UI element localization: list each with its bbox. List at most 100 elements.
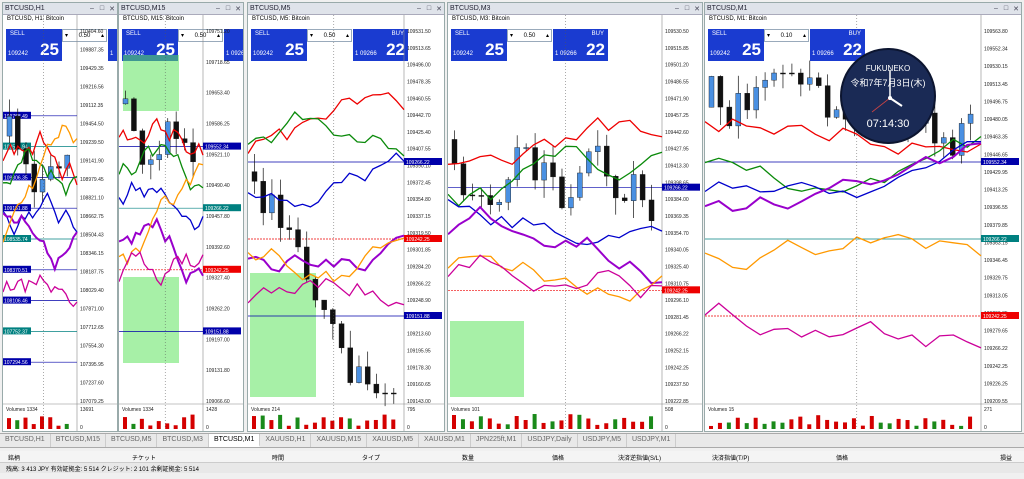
price-tick-label: 108504.43	[80, 233, 104, 239]
lot-size-input[interactable]: ▾ 0.50 ▴	[307, 29, 352, 42]
price-tick-label: 109501.20	[665, 63, 689, 69]
close-icon[interactable]: ✕	[235, 5, 241, 13]
time-tick-label: 3 Jul 01:06	[885, 431, 910, 432]
volume-bar	[190, 414, 195, 429]
time-tick-label: 3 Jul 00:42	[519, 431, 544, 432]
maximize-icon[interactable]: □	[1003, 5, 1009, 12]
buy-button[interactable]: BUY 1 09266 22	[809, 29, 865, 61]
moving-average-line	[3, 273, 78, 308]
buy-button[interactable]: BUY 1 22	[107, 29, 117, 61]
candle-body	[639, 174, 646, 201]
price-chart[interactable]: 109530.50 109515.85 109501.20 109486.55 1094…	[448, 15, 702, 432]
chart-tab[interactable]: BTCUSD,H1	[0, 434, 51, 447]
terminal-column-header[interactable]: 損益	[1000, 456, 1013, 462]
moving-average-line	[248, 92, 405, 154]
minimize-icon[interactable]: –	[216, 5, 220, 12]
volume-max-label: 271	[984, 407, 993, 413]
price-tick-label: 109239.50	[80, 140, 104, 146]
window-titlebar[interactable]: BTCUSD,M15 – □ ✕	[119, 3, 243, 15]
terminal-column-header[interactable]: 銘柄	[8, 456, 21, 462]
chart-tab[interactable]: XAUUSD,M15	[311, 434, 368, 447]
minimize-icon[interactable]: –	[90, 5, 94, 12]
price-chart[interactable]: 109751.20 109718.65 109653.40 109586.25 1095…	[119, 15, 243, 432]
price-tick-label: 108346.15	[80, 251, 104, 257]
window-titlebar[interactable]: BTCUSD,M1 – □ ✕	[705, 3, 1021, 15]
terminal-column-header[interactable]: 決済逆指値(S/L)	[618, 456, 662, 462]
close-icon[interactable]: ✕	[694, 5, 700, 13]
chart-tab[interactable]: BTCUSD,M5	[106, 434, 158, 447]
terminal-column-header[interactable]: 価格	[836, 456, 849, 462]
sell-price-small: 109242	[8, 51, 29, 57]
buy-button[interactable]: BUY 1 09266 22	[352, 29, 408, 61]
minimize-icon[interactable]: –	[994, 5, 998, 12]
volume-bar	[64, 423, 69, 429]
terminal-column-header[interactable]: 数量	[462, 456, 475, 462]
terminal-column-header[interactable]: 価格	[552, 456, 565, 462]
volume-bar	[365, 420, 370, 429]
lot-size-input[interactable]: ▾ 0.10 ▴	[764, 29, 809, 42]
lot-size-input[interactable]: ▾ 0.50 ▴	[178, 29, 223, 42]
terminal-column-header[interactable]: チケット	[132, 456, 157, 462]
close-icon[interactable]: ✕	[436, 5, 442, 13]
moving-average-line	[705, 302, 982, 349]
sell-button[interactable]: SELL 109242 25	[6, 29, 62, 61]
chart-tab[interactable]: BTCUSD,M3	[157, 434, 209, 447]
lot-size-input[interactable]: ▾ 0.50 ▴	[62, 29, 107, 42]
chart-tab[interactable]: JPN225ft,M1	[471, 434, 523, 447]
level-tag-text: 109266.22	[205, 206, 229, 212]
chart-tab[interactable]: XAUUSD,H1	[260, 434, 312, 447]
level-tag-text: 109266.22	[664, 186, 688, 192]
price-tick-label: 109329.75	[984, 276, 1008, 282]
chart-tab[interactable]: USDJPY,Daily	[522, 434, 578, 447]
candle-body	[321, 299, 327, 310]
price-tick-label: 109513.65	[407, 46, 431, 52]
candle-body	[148, 159, 154, 165]
buy-button[interactable]: BUY 1 09266 22	[223, 29, 243, 61]
window-titlebar[interactable]: BTCUSD,M3 – □ ✕	[448, 3, 702, 15]
level-tag-text: 108535.74	[4, 237, 28, 243]
price-tick-label: 108187.75	[80, 270, 104, 276]
maximize-icon[interactable]: □	[684, 5, 690, 12]
level-tag-text: 109266.22	[406, 160, 430, 166]
chart-tab[interactable]: BTCUSD,M1	[208, 434, 261, 447]
window-titlebar[interactable]: BTCUSD,M5 – □ ✕	[248, 3, 444, 15]
chart-window-m3[interactable]: BTCUSD,M3 – □ ✕ BTCUSD, M3: Bitcoin SELL…	[447, 2, 703, 432]
price-tick-label: 109281.45	[665, 315, 689, 321]
volume-bar	[613, 419, 618, 429]
chart-tab[interactable]: XAUUSD,M5	[367, 434, 420, 447]
price-chart[interactable]: 110404.60 109887.35 109429.35 109216.56 1091…	[3, 15, 117, 432]
minimize-icon[interactable]: –	[675, 5, 679, 12]
sell-button[interactable]: SELL 109242 25	[451, 29, 507, 61]
terminal-column-header[interactable]: 決済指値(T/P)	[712, 456, 750, 462]
candle-body	[967, 113, 974, 124]
price-tick-label: 109563.80	[984, 29, 1008, 35]
price-chart[interactable]: 109531.50 109513.65 109496.00 109478.35 1094…	[248, 15, 444, 432]
minimize-icon[interactable]: –	[417, 5, 421, 12]
clock-hands	[871, 70, 903, 113]
chart-tab[interactable]: USDJPY,M5	[578, 434, 627, 447]
chart-window-m15[interactable]: BTCUSD,M15 – □ ✕ BTCUSD, M15: Bitcoin SE…	[118, 2, 244, 432]
chart-tab[interactable]: BTCUSD,M15	[51, 434, 107, 447]
chart-tab[interactable]: USDJPY,M1	[627, 434, 677, 447]
volume-bar	[131, 423, 136, 429]
sell-button[interactable]: SELL 109242 25	[251, 29, 307, 61]
chart-window-h1[interactable]: BTCUSD,H1 – □ ✕ BTCUSD, H1: Bitcoin SELL…	[2, 2, 118, 432]
close-icon[interactable]: ✕	[109, 5, 115, 13]
chart-tab[interactable]: XAUUSD,M1	[419, 434, 471, 447]
chart-window-m5[interactable]: BTCUSD,M5 – □ ✕ BTCUSD, M5: Bitcoin SELL…	[247, 2, 445, 432]
maximize-icon[interactable]: □	[225, 5, 231, 12]
maximize-icon[interactable]: □	[426, 5, 432, 12]
window-titlebar[interactable]: BTCUSD,H1 – □ ✕	[3, 3, 117, 15]
lot-size-input[interactable]: ▾ 0.50 ▴	[507, 29, 552, 42]
price-tick-label: 109372.45	[407, 180, 431, 186]
moving-average-line	[705, 135, 982, 193]
volume-bar	[148, 425, 153, 429]
terminal-column-header[interactable]: タイプ	[362, 456, 381, 462]
maximize-icon[interactable]: □	[99, 5, 105, 12]
sell-button[interactable]: SELL 109242 25	[708, 29, 764, 61]
close-icon[interactable]: ✕	[1013, 5, 1019, 13]
volume-bar	[260, 415, 265, 429]
terminal-column-header[interactable]: 時間	[272, 456, 285, 462]
moving-average-line	[448, 255, 663, 302]
moving-average-line	[248, 277, 405, 307]
